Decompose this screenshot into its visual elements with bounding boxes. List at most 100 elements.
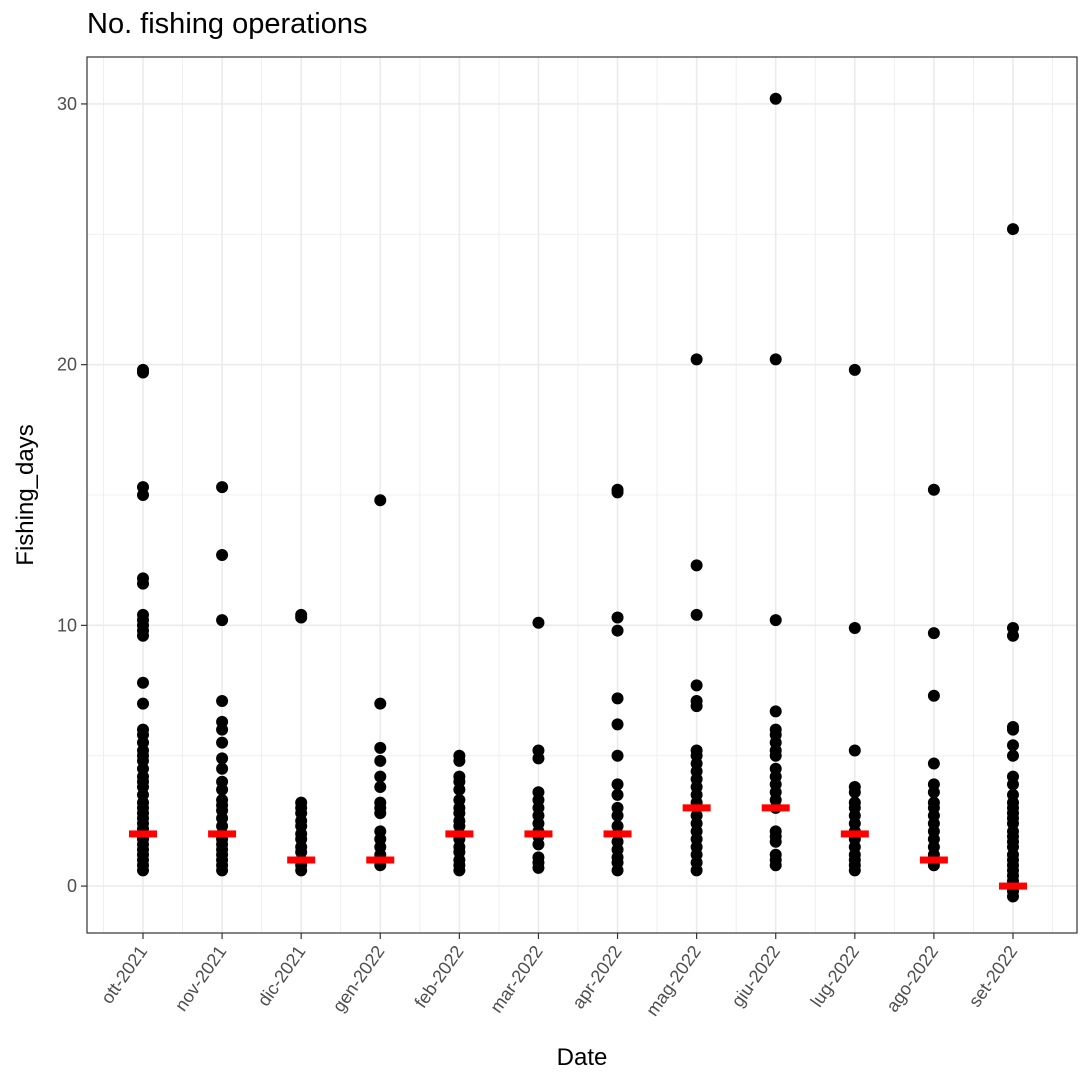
data-point xyxy=(611,778,624,791)
medians xyxy=(129,804,1027,890)
x-axis-title: Date xyxy=(557,1044,608,1071)
data-point xyxy=(216,864,229,877)
data-points xyxy=(137,92,1019,903)
data-point xyxy=(848,363,861,376)
data-point xyxy=(848,744,861,757)
data-point xyxy=(453,783,466,796)
data-point xyxy=(137,864,149,877)
data-point xyxy=(611,486,624,499)
data-point xyxy=(927,786,940,799)
x-tick-label: gen-2022 xyxy=(329,942,389,1016)
data-point xyxy=(769,835,782,848)
median-marker xyxy=(919,856,948,864)
data-point xyxy=(374,494,387,507)
data-point xyxy=(216,481,229,494)
data-point xyxy=(611,809,624,822)
data-point xyxy=(690,608,703,621)
median-marker xyxy=(840,830,869,838)
data-point xyxy=(216,548,229,561)
data-point xyxy=(1006,778,1019,791)
median-marker xyxy=(366,856,395,864)
data-point xyxy=(848,864,861,877)
x-tick-label: apr-2022 xyxy=(568,942,626,1013)
data-point xyxy=(216,723,229,736)
x-tick-label: mag-2022 xyxy=(642,942,705,1020)
data-point xyxy=(690,864,703,877)
data-point xyxy=(690,559,703,572)
data-point xyxy=(453,864,466,877)
median-marker xyxy=(129,830,157,838)
data-point xyxy=(927,483,940,496)
data-point xyxy=(1006,723,1019,736)
data-point xyxy=(216,614,229,627)
median-marker xyxy=(998,882,1027,890)
x-tick-label: set-2022 xyxy=(965,942,1022,1011)
data-point xyxy=(927,757,940,770)
y-tick-label: 10 xyxy=(57,615,77,635)
x-tick-label: nov-2021 xyxy=(171,942,230,1015)
data-point xyxy=(611,624,624,637)
data-point xyxy=(611,788,624,801)
data-point xyxy=(769,614,782,627)
y-axis: 0 10 20 30 xyxy=(57,94,87,896)
panel-border xyxy=(86,56,1078,934)
data-point xyxy=(374,781,387,793)
data-point xyxy=(137,366,149,379)
data-point xyxy=(453,754,466,767)
data-point xyxy=(769,749,782,762)
x-tick-label: lug-2022 xyxy=(807,942,864,1011)
chart-title: No. fishing operations xyxy=(87,8,368,40)
median-marker xyxy=(761,804,790,812)
data-point xyxy=(927,689,940,702)
data-point xyxy=(216,736,229,749)
data-point xyxy=(374,754,387,767)
x-axis: ott-2021 nov-2021 dic-2021 gen-2022 feb-2022… xyxy=(97,933,1021,1020)
data-point xyxy=(927,627,940,640)
data-point xyxy=(374,807,387,820)
data-point xyxy=(769,705,782,718)
median-marker xyxy=(445,830,474,838)
data-point xyxy=(137,629,149,642)
data-point xyxy=(374,697,387,710)
data-point xyxy=(137,676,149,689)
data-point xyxy=(1006,749,1019,762)
data-point xyxy=(1006,739,1019,752)
data-point xyxy=(137,489,149,501)
data-point xyxy=(611,749,624,762)
data-point xyxy=(690,679,703,692)
x-tick-label: dic-2021 xyxy=(253,942,309,1010)
median-marker xyxy=(208,830,237,838)
y-tick-label: 0 xyxy=(67,876,77,896)
data-point xyxy=(216,783,229,796)
data-point xyxy=(374,770,387,783)
data-point xyxy=(532,838,545,851)
x-tick-label: feb-2022 xyxy=(410,942,467,1012)
data-point xyxy=(532,752,545,765)
data-point xyxy=(848,621,861,634)
data-point xyxy=(1006,629,1019,642)
x-tick-label: giu-2022 xyxy=(727,942,784,1011)
y-axis-title: Fishing_days xyxy=(12,424,39,565)
data-point xyxy=(769,353,782,366)
x-tick-label: ott-2021 xyxy=(97,942,151,1008)
y-tick-label: 30 xyxy=(57,94,77,114)
data-point xyxy=(374,741,387,754)
median-marker xyxy=(287,856,316,864)
data-point xyxy=(848,786,861,799)
x-tick-label: ago-2022 xyxy=(882,942,942,1016)
data-point xyxy=(769,92,782,105)
data-point xyxy=(611,611,624,624)
data-point xyxy=(690,700,703,713)
data-point xyxy=(295,864,308,877)
data-point xyxy=(769,859,782,872)
data-point xyxy=(216,762,229,775)
data-point xyxy=(532,616,545,629)
data-point xyxy=(295,611,308,624)
median-marker xyxy=(682,804,711,812)
y-tick-label: 20 xyxy=(57,355,77,375)
data-point xyxy=(137,577,149,590)
data-point xyxy=(611,692,624,705)
data-point xyxy=(690,353,703,366)
data-point xyxy=(216,694,229,707)
data-point xyxy=(137,697,149,710)
